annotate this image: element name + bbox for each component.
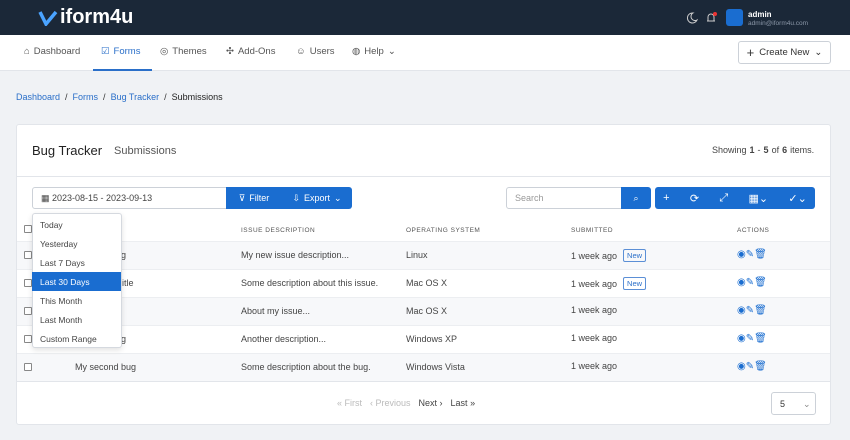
- crumb[interactable]: Dashboard: [16, 92, 61, 102]
- row-title[interactable]: itle: [122, 278, 134, 288]
- create-new-button[interactable]: + Create New ⌄: [738, 41, 831, 64]
- crumb[interactable]: Forms: [72, 92, 99, 102]
- nav-item[interactable]: ◍ Help ⌄: [352, 46, 396, 57]
- row-submitted: 1 week ago: [571, 305, 617, 315]
- page-size-select[interactable]: 5 ⌄: [771, 392, 816, 415]
- nav-item[interactable]: ☑ Forms: [101, 46, 141, 57]
- nav-item[interactable]: ⌂ Dashboard: [24, 46, 81, 57]
- date-range-input[interactable]: ▦ 2023-08-15 - 2023-09-13: [32, 187, 227, 209]
- table-header: ISSUE DESCRIPTION OPERATING SYSTEM SUBMI…: [17, 221, 830, 241]
- row-submitted: 1 week ago New: [571, 249, 647, 262]
- row-title[interactable]: My second bug: [75, 362, 137, 372]
- page-link: ‹ Previous: [370, 398, 411, 408]
- submitted-text: 1 week ago: [571, 278, 618, 289]
- row-actions[interactable]: ◉✎🗑: [737, 249, 767, 260]
- top-bar: iform4u admin admin@iform4u.com: [0, 0, 850, 35]
- row-description: Some description about this issue.: [241, 278, 379, 288]
- row-description: Another description...: [241, 334, 327, 344]
- header-icons[interactable]: [686, 12, 718, 24]
- row-actions[interactable]: ◉✎🗑: [737, 277, 767, 288]
- row-os: Mac OS X: [406, 306, 448, 316]
- submitted-text: 1 week ago: [571, 250, 618, 261]
- row-description: My new issue description...: [241, 250, 350, 260]
- filter-button[interactable]: ⊽ Filter: [226, 187, 282, 209]
- page-link: « First: [337, 398, 363, 408]
- nav-active-underline: [93, 69, 152, 71]
- dropdown-item[interactable]: Custom Range: [40, 334, 97, 344]
- row-checkbox[interactable]: [24, 363, 32, 371]
- row-checkbox[interactable]: [24, 279, 32, 287]
- row-os: Linux: [406, 250, 428, 260]
- export-button[interactable]: ⇩ Export ⌄: [282, 187, 352, 209]
- column-header: OPERATING SYSTEM: [406, 227, 481, 234]
- table-row: About my issue... Mac OS X 1 week ago ◉✎🗑: [17, 297, 830, 325]
- nav-bar: [0, 35, 850, 71]
- row-submitted: 1 week ago: [571, 361, 617, 371]
- submitted-text: 1 week ago: [571, 333, 618, 343]
- row-title[interactable]: g: [121, 250, 127, 260]
- submitted-text: 1 week ago: [571, 361, 618, 371]
- table-row: g Another description... Windows XP 1 week …: [17, 325, 830, 353]
- breadcrumb: Dashboard / Forms / Bug Tracker / Submissio…: [16, 92, 223, 102]
- dropdown-item[interactable]: Today: [40, 220, 63, 230]
- card-divider: [17, 176, 830, 177]
- row-submitted: 1 week ago: [571, 333, 617, 343]
- crumb[interactable]: Bug Tracker: [110, 92, 160, 102]
- row-actions[interactable]: ◉✎🗑: [737, 333, 767, 344]
- table-row: g My new issue description... Linux 1 week …: [17, 241, 830, 269]
- column-header: SUBMITTED: [571, 227, 614, 234]
- row-os: Windows XP: [406, 334, 458, 344]
- search-input[interactable]: Search: [506, 187, 622, 209]
- user-email: admin@iform4u.com: [748, 20, 809, 27]
- row-description: Some description about the bug.: [241, 362, 371, 372]
- row-submitted: 1 week ago New: [571, 277, 647, 290]
- row-actions[interactable]: ◉✎🗑: [737, 361, 767, 372]
- logo[interactable]: iform4u: [60, 6, 134, 28]
- row-os: Mac OS X: [406, 278, 448, 288]
- avatar[interactable]: [726, 9, 743, 26]
- table-row: My second bug Some description about the …: [17, 353, 830, 381]
- card-subtitle: Submissions: [114, 145, 177, 157]
- select-all-checkbox[interactable]: [24, 225, 32, 233]
- nav-item[interactable]: ✣ Add-Ons: [226, 46, 276, 57]
- nav-item[interactable]: ☺ Users: [296, 46, 335, 57]
- row-title[interactable]: g: [121, 334, 127, 344]
- row-os: Windows Vista: [406, 362, 465, 372]
- nav-item[interactable]: ◎ Themes: [160, 46, 207, 57]
- table-row: itle Some description about this issue. Ma…: [17, 269, 830, 297]
- submitted-text: 1 week ago: [571, 305, 618, 315]
- page-link[interactable]: Next ›: [418, 398, 443, 408]
- footer-divider: [17, 381, 830, 382]
- crumb: Submissions: [171, 92, 223, 102]
- dropdown-item[interactable]: This Month: [40, 296, 83, 306]
- dropdown-item[interactable]: Yesterday: [40, 239, 78, 249]
- tool-buttons[interactable]: + ⟳ ⤢ ▦⌄ ✓⌄: [655, 187, 815, 209]
- logo-mark: [38, 10, 58, 26]
- column-header: ISSUE DESCRIPTION: [241, 227, 316, 234]
- new-badge: New: [623, 277, 647, 290]
- summary: Showing 1-5 of 6 items.: [712, 145, 815, 155]
- pagination: « First ‹ Previous Next › Last »: [337, 398, 475, 408]
- column-header: ACTIONS: [737, 227, 770, 234]
- new-badge: New: [623, 249, 647, 262]
- row-checkbox[interactable]: [24, 307, 32, 315]
- row-description: About my issue...: [241, 306, 311, 316]
- dropdown-item[interactable]: Last 7 Days: [40, 258, 85, 268]
- dropdown-item[interactable]: Last 30 Days: [32, 272, 121, 291]
- row-checkbox[interactable]: [24, 251, 32, 259]
- row-actions[interactable]: ◉✎🗑: [737, 305, 767, 316]
- page-link[interactable]: Last »: [450, 398, 476, 408]
- card-title: Bug Tracker: [32, 143, 103, 158]
- row-checkbox[interactable]: [24, 335, 32, 343]
- search-button[interactable]: ⌕: [621, 187, 651, 209]
- user-name[interactable]: admin: [748, 10, 772, 19]
- dropdown-item[interactable]: Last Month: [40, 315, 83, 325]
